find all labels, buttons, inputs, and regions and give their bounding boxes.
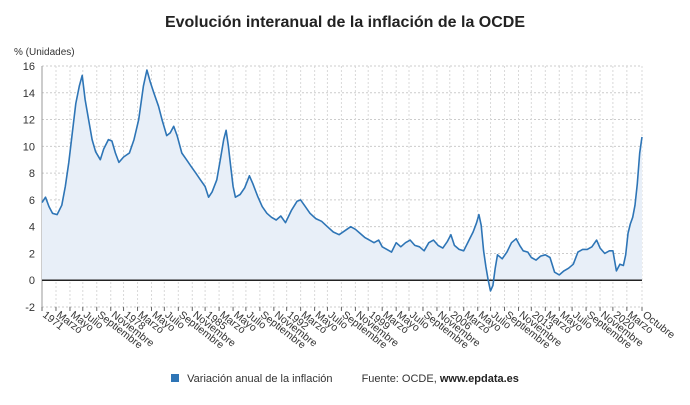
legend: Variación anual de la inflación Fuente: …	[0, 373, 690, 385]
y-axis-label: % (Unidades)	[14, 47, 75, 58]
chart-title: Evolución interanual de la inflación de …	[164, 14, 526, 31]
legend-label: Variación anual de la inflación	[187, 373, 333, 385]
y-tick-label: 12	[23, 115, 35, 127]
y-tick-label: 8	[29, 168, 35, 180]
y-tick-label: 4	[29, 222, 35, 234]
series-area	[42, 70, 642, 291]
y-tick-label: -2	[25, 302, 35, 314]
source-site: www.epdata.es	[439, 373, 519, 385]
y-tick-label: 0	[29, 275, 35, 287]
y-tick-label: 6	[29, 195, 35, 207]
y-tick-label: 16	[23, 61, 35, 73]
source-note: Fuente: OCDE, www.epdata.es	[362, 373, 519, 385]
source-prefix: Fuente: OCDE,	[361, 373, 440, 385]
y-tick-label: 10	[23, 141, 35, 153]
series-line	[41, 69, 643, 292]
y-tick-label: 14	[23, 88, 35, 100]
legend-swatch	[171, 374, 180, 382]
y-tick-label: 2	[29, 248, 35, 260]
